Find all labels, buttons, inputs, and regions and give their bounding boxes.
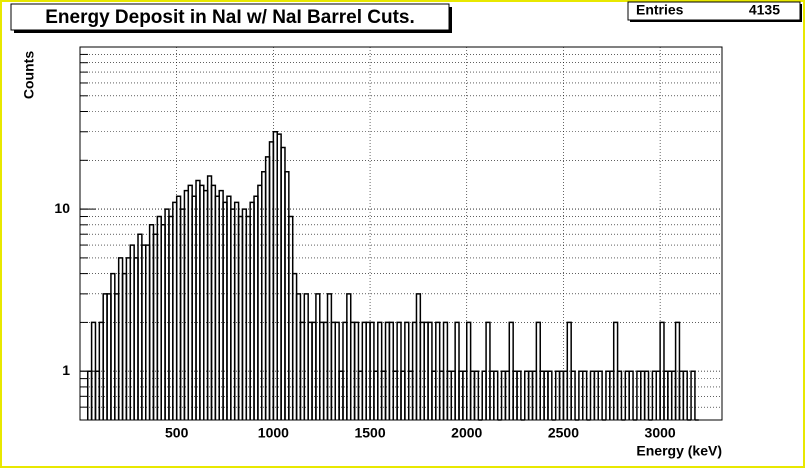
x-tick-label: 1000 bbox=[258, 425, 289, 441]
y-axis-title: Counts bbox=[21, 51, 37, 99]
histogram-bin bbox=[643, 370, 650, 420]
x-axis-title: Energy (keV) bbox=[636, 443, 722, 459]
histogram-bin bbox=[582, 370, 588, 420]
y-tick-label: 1 bbox=[62, 362, 70, 378]
x-tick-label: 1500 bbox=[354, 425, 385, 441]
histogram-bin bbox=[570, 370, 576, 420]
x-tick-label: 500 bbox=[165, 425, 189, 441]
histogram-bin bbox=[616, 370, 623, 420]
x-tick-label: 2000 bbox=[451, 425, 482, 441]
stats-label: Entries bbox=[636, 2, 684, 18]
x-tick-label: 3000 bbox=[645, 425, 676, 441]
y-tick-label: 10 bbox=[54, 200, 70, 216]
x-tick-label: 2500 bbox=[548, 425, 579, 441]
chart-title: Energy Deposit in NaI w/ NaI Barrel Cuts… bbox=[45, 7, 415, 28]
stats-box bbox=[627, 1, 801, 21]
histogram-bin bbox=[597, 370, 603, 420]
histogram-bin bbox=[682, 370, 688, 420]
stats-value: 4135 bbox=[749, 2, 780, 18]
histogram-bin bbox=[628, 370, 634, 420]
histogram-bin bbox=[690, 370, 696, 420]
histogram-bin bbox=[547, 370, 553, 420]
histogram-bin bbox=[473, 370, 480, 420]
histogram-bin bbox=[493, 370, 499, 420]
histogram-bin bbox=[516, 370, 522, 420]
title-box bbox=[10, 3, 450, 31]
